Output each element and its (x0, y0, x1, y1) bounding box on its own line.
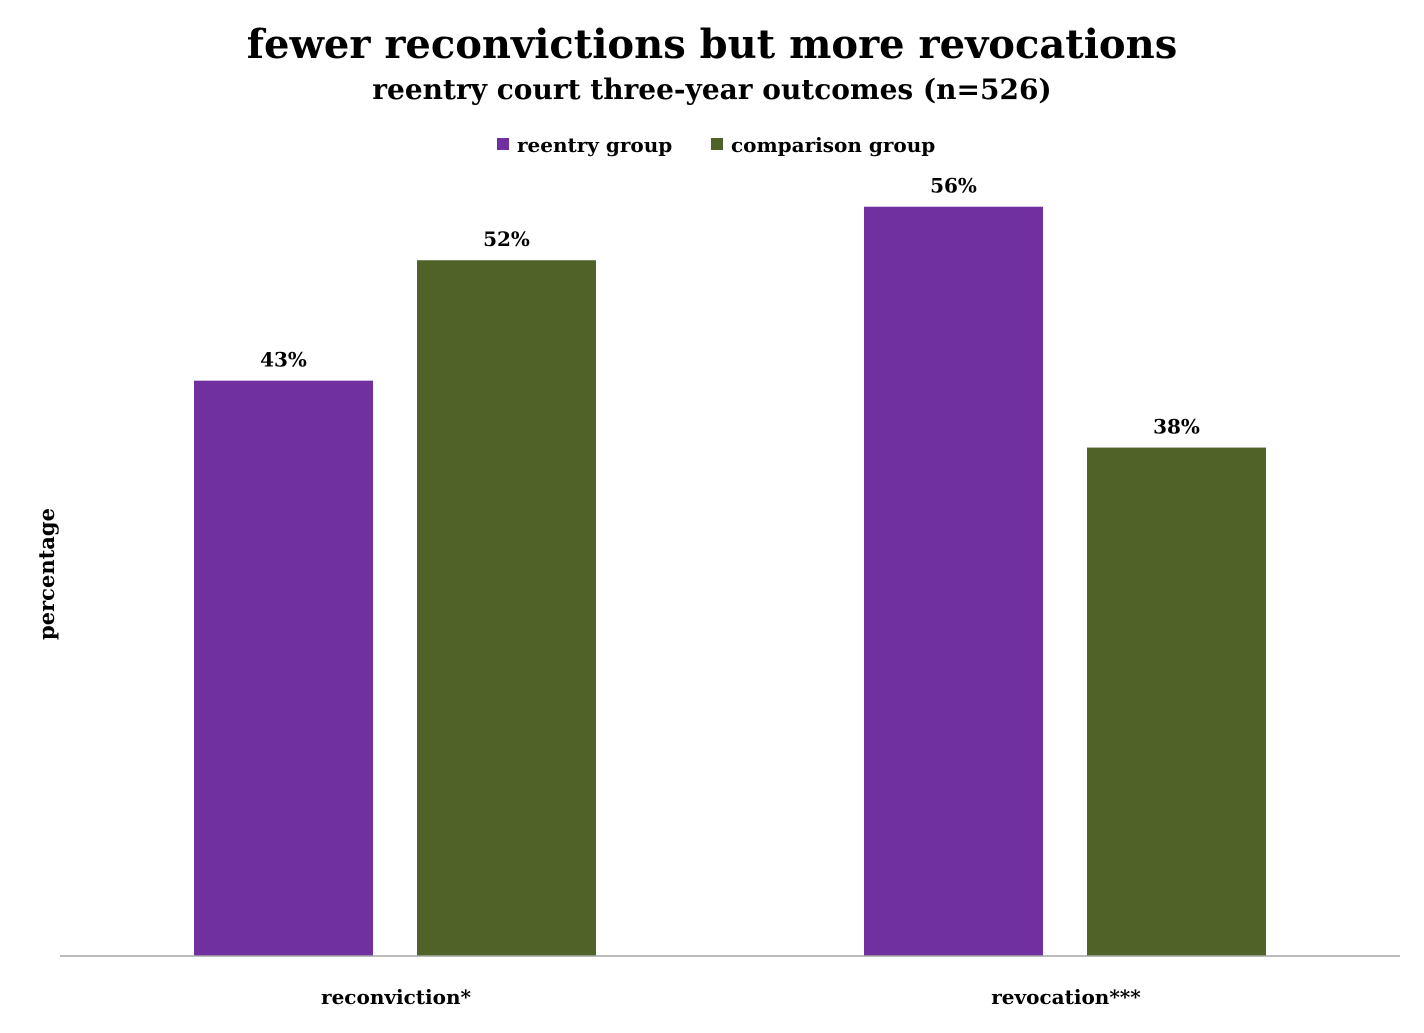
bar-reconviction-comparison-group (417, 260, 596, 956)
y-axis-label: percentage (34, 508, 59, 640)
value-labels: 43% 52% 56% 38% (260, 174, 1200, 439)
legend-swatch-reentry-group (497, 138, 509, 150)
chart-title: fewer reconvictions but more revocations (247, 21, 1177, 68)
legend-label-comparison-group: comparison group (731, 133, 935, 157)
chart-subtitle: reentry court three-year outcomes (n=526… (372, 73, 1051, 106)
legend-label-reentry-group: reentry group (517, 133, 672, 157)
value-label-reconviction-comparison-group: 52% (483, 227, 530, 251)
bar-revocation-reentry-group (864, 206, 1043, 957)
value-label-reconviction-reentry-group: 43% (260, 348, 307, 372)
bars (194, 206, 1266, 957)
category-label-revocation: revocation*** (991, 985, 1141, 1009)
bar-revocation-comparison-group (1087, 447, 1266, 956)
legend: reentry group comparison group (497, 133, 935, 157)
value-label-revocation-comparison-group: 38% (1153, 415, 1200, 439)
value-label-revocation-reentry-group: 56% (930, 174, 977, 198)
bar-reconviction-reentry-group (194, 380, 373, 956)
category-label-reconviction: reconviction* (321, 985, 471, 1009)
legend-swatch-comparison-group (711, 138, 723, 150)
